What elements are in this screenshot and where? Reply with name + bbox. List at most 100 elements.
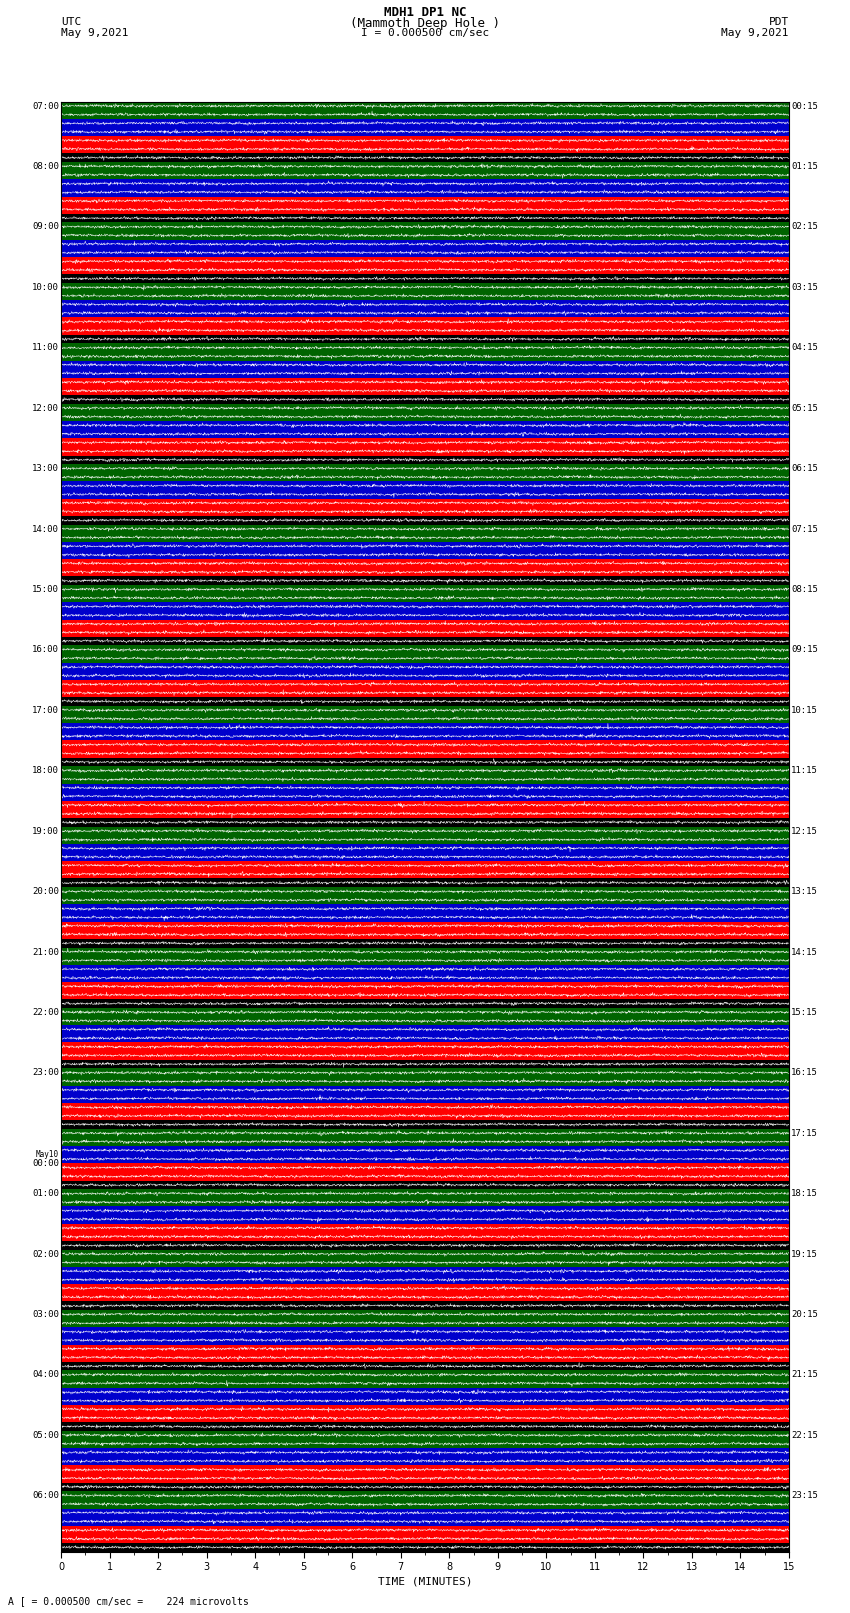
Bar: [61, 1544, 789, 1552]
Bar: [61, 1336, 789, 1345]
Bar: [61, 627, 789, 637]
Bar: [61, 663, 789, 671]
Text: 09:00: 09:00: [32, 223, 59, 231]
X-axis label: TIME (MINUTES): TIME (MINUTES): [377, 1576, 473, 1586]
Bar: [61, 145, 789, 153]
Bar: [61, 395, 789, 403]
Text: 10:00: 10:00: [32, 282, 59, 292]
Bar: [61, 560, 789, 568]
Bar: [61, 1379, 789, 1387]
Bar: [61, 982, 789, 990]
Bar: [61, 1387, 789, 1397]
Bar: [61, 645, 789, 653]
Text: 23:15: 23:15: [791, 1492, 818, 1500]
Bar: [61, 1266, 789, 1276]
Bar: [61, 274, 789, 282]
Bar: [61, 256, 789, 266]
Bar: [61, 1518, 789, 1526]
Bar: [61, 653, 789, 663]
Bar: [61, 1000, 789, 1008]
Text: 20:00: 20:00: [32, 887, 59, 897]
Text: 07:15: 07:15: [791, 524, 818, 534]
Bar: [61, 1207, 789, 1215]
Bar: [61, 1327, 789, 1336]
Bar: [61, 1284, 789, 1292]
Bar: [61, 300, 789, 308]
Text: 16:00: 16:00: [32, 645, 59, 655]
Bar: [61, 1431, 789, 1439]
Bar: [61, 671, 789, 681]
Bar: [61, 810, 789, 818]
Bar: [61, 110, 789, 119]
Bar: [61, 1060, 789, 1068]
Bar: [61, 758, 789, 766]
Text: 05:00: 05:00: [32, 1431, 59, 1440]
Text: May 9,2021: May 9,2021: [722, 29, 789, 39]
Text: 22:00: 22:00: [32, 1008, 59, 1016]
Bar: [61, 318, 789, 326]
Bar: [61, 1482, 789, 1492]
Bar: [61, 542, 789, 550]
Bar: [61, 792, 789, 800]
Bar: [61, 689, 789, 697]
Bar: [61, 1026, 789, 1034]
Text: 00:00: 00:00: [32, 1158, 59, 1168]
Bar: [61, 931, 789, 939]
Bar: [61, 1198, 789, 1207]
Bar: [61, 344, 789, 352]
Text: 00:15: 00:15: [791, 102, 818, 111]
Text: 14:00: 14:00: [32, 524, 59, 534]
Text: 01:15: 01:15: [791, 161, 818, 171]
Bar: [61, 1397, 789, 1405]
Bar: [61, 179, 789, 189]
Bar: [61, 818, 789, 827]
Bar: [61, 119, 789, 127]
Bar: [61, 161, 789, 171]
Bar: [61, 1361, 789, 1371]
Bar: [61, 921, 789, 931]
Bar: [61, 429, 789, 439]
Text: 19:15: 19:15: [791, 1250, 818, 1258]
Bar: [61, 1534, 789, 1544]
Bar: [61, 611, 789, 619]
Bar: [61, 1008, 789, 1016]
Bar: [61, 516, 789, 524]
Text: 10:15: 10:15: [791, 706, 818, 715]
Bar: [61, 1145, 789, 1155]
Bar: [61, 947, 789, 957]
Bar: [61, 619, 789, 627]
Bar: [61, 1302, 789, 1310]
Bar: [61, 1163, 789, 1173]
Bar: [61, 784, 789, 792]
Bar: [61, 1189, 789, 1198]
Text: 12:15: 12:15: [791, 827, 818, 836]
Bar: [61, 1345, 789, 1353]
Text: 12:00: 12:00: [32, 403, 59, 413]
Text: 01:00: 01:00: [32, 1189, 59, 1198]
Bar: [61, 879, 789, 887]
Text: 14:15: 14:15: [791, 947, 818, 957]
Text: 17:15: 17:15: [791, 1129, 818, 1137]
Bar: [61, 135, 789, 145]
Bar: [61, 602, 789, 611]
Bar: [61, 1077, 789, 1086]
Bar: [61, 282, 789, 292]
Bar: [61, 498, 789, 508]
Bar: [61, 1526, 789, 1534]
Text: 21:00: 21:00: [32, 947, 59, 957]
Bar: [61, 576, 789, 586]
Bar: [61, 895, 789, 905]
Bar: [61, 413, 789, 421]
Bar: [61, 439, 789, 447]
Text: UTC: UTC: [61, 18, 82, 27]
Bar: [61, 1173, 789, 1181]
Bar: [61, 1474, 789, 1482]
Bar: [61, 481, 789, 490]
Bar: [61, 594, 789, 602]
Bar: [61, 965, 789, 973]
Bar: [61, 844, 789, 853]
Bar: [61, 697, 789, 706]
Text: May10: May10: [36, 1150, 59, 1160]
Text: 21:15: 21:15: [791, 1371, 818, 1379]
Bar: [61, 153, 789, 161]
